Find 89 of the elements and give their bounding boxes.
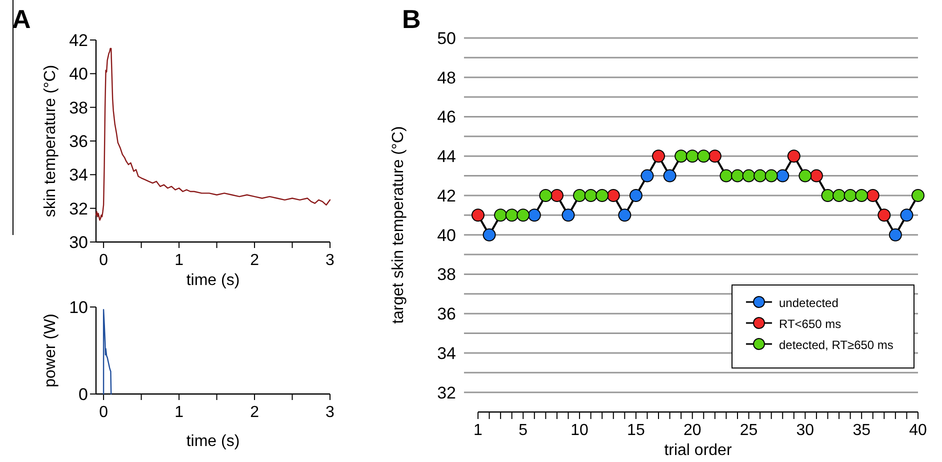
x-tick-label: 40 bbox=[909, 422, 927, 439]
point bbox=[754, 169, 767, 182]
point bbox=[697, 150, 710, 163]
y-tick-label: 34 bbox=[437, 344, 456, 363]
y-axis-title: target skin temperature (°C) bbox=[390, 126, 407, 324]
point bbox=[516, 208, 530, 222]
point bbox=[640, 169, 654, 182]
y-tick-label: 44 bbox=[437, 147, 456, 166]
x-tick-label: 1 bbox=[174, 404, 184, 421]
x-tick-label: 3 bbox=[326, 404, 335, 421]
line-series bbox=[102, 309, 112, 395]
point bbox=[618, 208, 632, 222]
y-axis-title: skin temperature (°C) bbox=[42, 64, 59, 218]
point bbox=[832, 188, 846, 202]
y-tick-label: 40 bbox=[437, 226, 456, 245]
point bbox=[798, 169, 812, 182]
y-tick-label: 38 bbox=[69, 98, 88, 118]
y-tick-label: 36 bbox=[437, 304, 456, 324]
y-tick-label: 32 bbox=[437, 383, 456, 402]
point bbox=[674, 150, 688, 163]
point bbox=[878, 208, 891, 222]
x-tick-label: 1 bbox=[474, 422, 483, 439]
point bbox=[855, 188, 868, 202]
point bbox=[629, 188, 642, 202]
point bbox=[730, 169, 744, 182]
x-tick-label: 10 bbox=[570, 422, 589, 439]
point bbox=[900, 208, 914, 222]
point bbox=[787, 150, 800, 163]
legend-label: RT<650 ms bbox=[779, 317, 842, 331]
point bbox=[912, 188, 924, 202]
x-tick-label: 1 bbox=[174, 252, 184, 269]
point bbox=[866, 188, 880, 202]
x-tick-label: 3 bbox=[326, 252, 335, 269]
point bbox=[844, 188, 857, 202]
point bbox=[776, 169, 790, 182]
point bbox=[888, 228, 902, 242]
x-axis-title: time (s) bbox=[186, 433, 240, 450]
y-tick-label: 10 bbox=[69, 298, 88, 317]
point bbox=[652, 150, 666, 163]
y-tick-label: 36 bbox=[69, 132, 88, 151]
point bbox=[550, 188, 564, 202]
point bbox=[764, 169, 778, 182]
point bbox=[494, 208, 508, 222]
x-tick-label: 25 bbox=[740, 422, 758, 439]
x-tick-label: 35 bbox=[852, 422, 871, 439]
point bbox=[573, 188, 586, 202]
chart-title: B bbox=[402, 4, 421, 34]
point bbox=[596, 188, 609, 202]
y-tick-label: 30 bbox=[69, 233, 88, 252]
point bbox=[663, 169, 676, 182]
y-tick-label: 40 bbox=[69, 64, 88, 84]
legend-label: undetected bbox=[779, 296, 838, 310]
x-tick-label: 2 bbox=[250, 404, 260, 421]
point bbox=[720, 169, 733, 182]
line-series bbox=[95, 48, 331, 221]
point bbox=[472, 208, 484, 222]
y-tick-label: 34 bbox=[69, 166, 88, 185]
y-tick-label: 48 bbox=[437, 68, 456, 88]
x-tick-label: 0 bbox=[99, 252, 108, 269]
y-tick-label: 50 bbox=[437, 29, 456, 48]
x-tick-label: 0 bbox=[99, 404, 108, 421]
point bbox=[505, 208, 518, 222]
x-tick-label: 20 bbox=[683, 422, 702, 439]
x-axis-title: trial order bbox=[664, 442, 732, 459]
x-tick-label: 15 bbox=[627, 422, 645, 439]
point bbox=[562, 208, 575, 222]
y-tick-label: 38 bbox=[437, 265, 456, 284]
y-tick-label: 42 bbox=[437, 186, 456, 206]
point bbox=[528, 208, 541, 222]
point bbox=[708, 150, 722, 163]
y-tick-label: 0 bbox=[78, 385, 88, 404]
x-tick-label: 2 bbox=[250, 252, 260, 269]
point bbox=[742, 169, 756, 182]
x-axis-title: time (s) bbox=[186, 272, 240, 289]
legend-label: detected, RT≥650 ms bbox=[779, 338, 894, 352]
point bbox=[606, 188, 620, 202]
y-tick-label: 32 bbox=[69, 199, 88, 218]
x-tick-label: 5 bbox=[518, 422, 528, 439]
chart-title: A bbox=[12, 4, 31, 34]
point bbox=[584, 188, 598, 202]
y-tick-label: 42 bbox=[69, 31, 88, 50]
point bbox=[821, 188, 834, 202]
y-tick-label: 46 bbox=[437, 108, 456, 127]
point bbox=[810, 169, 823, 182]
x-tick-label: 30 bbox=[796, 422, 814, 439]
point bbox=[539, 188, 552, 202]
y-axis-title: power (W) bbox=[42, 314, 59, 388]
point bbox=[482, 228, 496, 242]
point bbox=[686, 150, 699, 163]
